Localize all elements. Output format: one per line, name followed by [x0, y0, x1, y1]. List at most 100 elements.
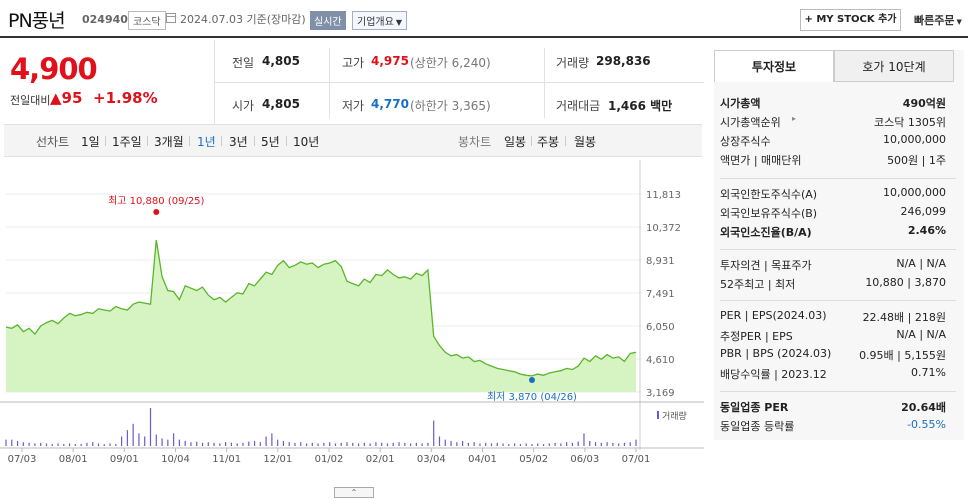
- volume-bar: [392, 442, 394, 446]
- period-1d[interactable]: 1일: [81, 135, 100, 149]
- info-row-label: 외국인소진율(B/A): [720, 226, 812, 239]
- info-row-label: 액면가 | 매매단위: [720, 154, 802, 167]
- period-10y[interactable]: 10년: [293, 135, 320, 149]
- x-tick-label: 02/01: [366, 454, 395, 465]
- period-1y[interactable]: 1년: [197, 135, 216, 149]
- info-row-label: 투자의견 | 목표주가: [720, 259, 812, 272]
- volume-bar: [311, 442, 313, 446]
- info-row-label[interactable]: 시가총액순위: [720, 116, 781, 129]
- volume-bar: [92, 442, 94, 446]
- info-row-label: 동일업종 등락률: [720, 420, 795, 433]
- volume-bar: [357, 443, 360, 446]
- volume-bar: [57, 443, 59, 446]
- separator: [254, 136, 255, 146]
- calendar-icon: [166, 13, 176, 23]
- volume-bar: [571, 442, 574, 446]
- x-tick-label: 12/01: [263, 454, 292, 465]
- x-tick-label: 10/04: [161, 454, 190, 465]
- volume-bar: [277, 439, 279, 446]
- y-tick-label: 4,610: [646, 355, 675, 366]
- volume-bar: [265, 436, 267, 446]
- investment-info-panel: [714, 50, 964, 440]
- volume-bar: [433, 420, 435, 446]
- volume-bar: [594, 442, 597, 446]
- tab-investment-info[interactable]: 투자정보: [714, 50, 834, 82]
- volume-bar: [456, 442, 458, 446]
- realtime-badge[interactable]: 실시간: [310, 11, 346, 30]
- volume-bar: [294, 442, 296, 446]
- info-row-value: 0.95배 | 5,155원: [859, 349, 946, 362]
- candle-weekly[interactable]: 주봉: [537, 135, 560, 149]
- period-1w[interactable]: 1주일: [112, 135, 142, 149]
- price-chart: 11,813 10,372 8,931 7,491 6,050 4,610 3,169 최고 …: [0, 160, 704, 465]
- amount-value: 1,466 백만: [608, 99, 673, 113]
- info-row-label: 외국인한도주식수(A): [720, 188, 818, 201]
- volume-bar: [363, 442, 365, 446]
- price-change-percent: +1.98%: [93, 89, 158, 107]
- info-row-value: 20.64배: [901, 401, 946, 414]
- volume-bar: [381, 442, 383, 446]
- volume-bar: [623, 442, 626, 446]
- volume-bar: [230, 442, 233, 446]
- add-mystock-button[interactable]: + MY STOCK 추가: [800, 9, 901, 31]
- high-marker: [153, 209, 160, 215]
- upper-limit: (상한가 6,240): [410, 56, 491, 70]
- quick-order-label: 빠른주문: [914, 14, 955, 27]
- divider: [720, 249, 956, 250]
- separator: [221, 136, 222, 146]
- low-label: 저가: [342, 99, 365, 113]
- candle-monthly[interactable]: 월봉: [574, 135, 597, 149]
- x-tick-label: 07/03: [8, 454, 37, 465]
- volume-bar: [138, 433, 140, 446]
- x-tick-label: 08/01: [59, 454, 88, 465]
- info-row-value: 22.48배 | 218원: [862, 311, 946, 324]
- volume-bar: [22, 442, 24, 446]
- volume-legend-swatch: [657, 411, 659, 419]
- volume-bar: [51, 444, 53, 446]
- company-overview-label: 기업개요: [357, 17, 394, 28]
- info-row-value: 246,099: [900, 205, 947, 218]
- chevron-down-icon: ▼: [395, 18, 402, 27]
- info-row-label: 외국인보유주식수(B): [720, 207, 818, 220]
- volume-bar: [213, 442, 215, 446]
- separator: [189, 136, 190, 146]
- volume-bar: [386, 443, 389, 446]
- volume-bar: [375, 442, 377, 446]
- volume-bar: [305, 443, 308, 446]
- quick-order-button[interactable]: 빠른주문 ▼: [914, 12, 962, 28]
- collapse-button[interactable]: ⌃: [334, 487, 374, 498]
- divider: [544, 48, 545, 118]
- price-area: [6, 240, 636, 392]
- volume-bar: [490, 443, 493, 446]
- volume-bar: [5, 439, 7, 446]
- period-3y[interactable]: 3년: [229, 135, 248, 149]
- volume-bar: [109, 443, 111, 446]
- divider: [720, 300, 956, 301]
- volume-bar: [542, 444, 545, 446]
- volume-legend: 거래량: [662, 410, 687, 422]
- period-5y[interactable]: 5년: [261, 135, 280, 149]
- volume-bar: [421, 443, 423, 446]
- low-annotation: 최저 3,870 (04/26): [487, 391, 577, 403]
- volume-bar: [600, 442, 602, 446]
- company-overview-dropdown[interactable]: 기업개요 ▼: [352, 11, 407, 30]
- info-row-label: 배당수익률 | 2023.12: [720, 368, 827, 381]
- divider: [720, 391, 956, 392]
- tab-orderbook[interactable]: 호가 10단계: [834, 50, 954, 82]
- candle-chart-label: 봉차트: [458, 135, 492, 149]
- info-row-label: PER | EPS(2024.03): [720, 309, 827, 322]
- info-row-value: 490억원: [902, 97, 946, 110]
- candle-daily[interactable]: 일봉: [504, 135, 527, 149]
- volume-bar: [173, 433, 175, 446]
- volume-bar: [155, 434, 157, 446]
- info-row-label: 52주최고 | 최저: [720, 278, 796, 291]
- period-3m[interactable]: 3개월: [154, 135, 184, 149]
- volume-bar: [149, 408, 152, 446]
- low-value: 4,770: [371, 97, 409, 111]
- x-tick-label: 05/02: [519, 454, 548, 465]
- price-line: [5, 239, 637, 377]
- volume-bar: [629, 442, 631, 446]
- x-tick-label: 03/04: [417, 454, 446, 465]
- volume-bar: [485, 442, 487, 446]
- current-price: 4,900: [10, 52, 98, 86]
